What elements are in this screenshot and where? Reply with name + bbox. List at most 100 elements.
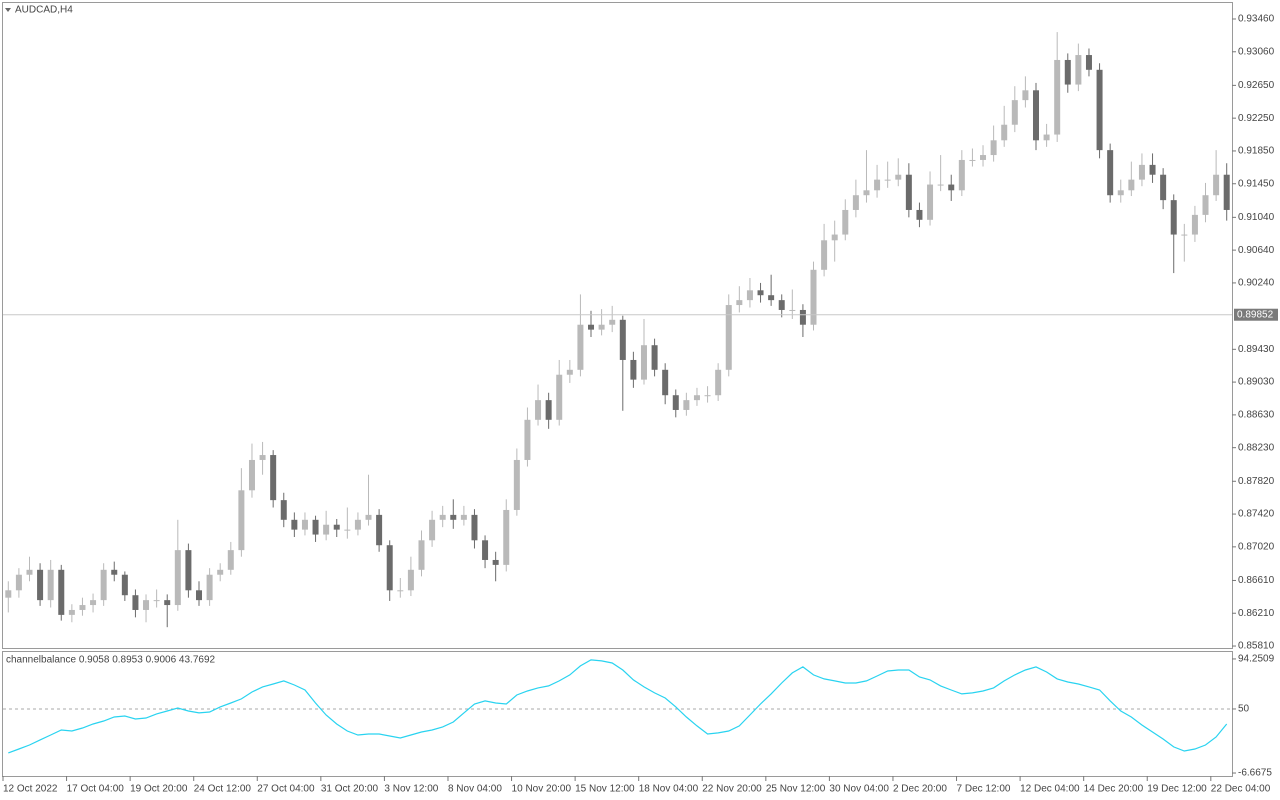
candle-body [831, 234, 838, 241]
candle-body [1223, 174, 1230, 210]
candle-body [598, 324, 605, 330]
candle-body [301, 519, 308, 530]
indicator-line [8, 659, 1228, 754]
x-tick-label: 22 Nov 20:00 [702, 784, 762, 795]
candle-body [693, 395, 700, 401]
candle-body [397, 590, 404, 592]
candle-body [1075, 55, 1082, 85]
candle-body [26, 569, 33, 575]
candle-body [948, 184, 955, 191]
candle-body [958, 159, 965, 191]
symbol-menu-icon[interactable] [5, 8, 11, 12]
candle-body [100, 569, 107, 601]
candle-body [778, 300, 785, 310]
candle-body [821, 240, 828, 270]
candle-body [609, 319, 616, 325]
candle-body [15, 574, 22, 591]
candle-body [270, 455, 277, 501]
candle-body [37, 569, 44, 601]
candle-body [79, 605, 86, 610]
candle-body [852, 195, 859, 210]
candle-body [492, 559, 499, 565]
y-tick-label: 0.85810 [1238, 641, 1275, 652]
x-tick-label: 18 Nov 04:00 [639, 784, 699, 795]
y-tick-label: 0.88230 [1238, 442, 1275, 453]
candle-body [619, 319, 626, 360]
candle-body [174, 550, 181, 606]
y-tick-label: 0.87820 [1238, 476, 1275, 487]
candle-body [418, 540, 425, 570]
y-tick-label: 0.91450 [1238, 178, 1275, 189]
candle-body [588, 324, 595, 330]
candle-body [1043, 134, 1050, 141]
candle-body [799, 309, 806, 325]
candle-body [736, 300, 743, 306]
candle-body [121, 574, 128, 596]
candle-body [217, 569, 224, 575]
y-tick-label: 0.88630 [1238, 410, 1275, 421]
candle-body [1107, 150, 1114, 196]
candle-body [704, 395, 711, 397]
candle-body [227, 550, 234, 570]
candle-body [280, 500, 287, 520]
candle-body [291, 519, 298, 530]
candle-body [524, 419, 531, 460]
x-tick-label: 3 Nov 12:00 [384, 784, 438, 795]
candle-body [672, 395, 679, 410]
candle-body [746, 290, 753, 301]
candle-body [1001, 124, 1008, 141]
candle-body [895, 174, 902, 180]
candle-body [1096, 69, 1103, 151]
candle-body [259, 455, 266, 460]
candle-body [1085, 55, 1092, 70]
candle-body [323, 524, 330, 535]
y-tick-label: 0.90240 [1238, 278, 1275, 289]
candle-body [143, 600, 150, 610]
y-tick-label: 0.90640 [1238, 245, 1275, 256]
indicator-panel-frame [2, 651, 1233, 777]
candle-body [1181, 234, 1188, 236]
candle-body [715, 369, 722, 396]
y-tick-label: 0.92650 [1238, 80, 1275, 91]
candle-body [386, 545, 393, 591]
y-tick-label: 0.92250 [1238, 113, 1275, 124]
x-tick-label: 10 Nov 20:00 [512, 784, 572, 795]
candle-body [874, 179, 881, 191]
y-tick-label: 0.89030 [1238, 377, 1275, 388]
y-tick-label: 0.89430 [1238, 344, 1275, 355]
candle-body [513, 459, 520, 510]
candle-body [757, 290, 764, 296]
x-tick-label: 12 Dec 04:00 [1020, 784, 1080, 795]
candle-body [344, 529, 351, 531]
candle-body [471, 514, 478, 541]
x-tick-label: 19 Oct 20:00 [130, 784, 188, 795]
candle-body [429, 519, 436, 541]
candle-body [884, 179, 891, 181]
x-tick-label: 12 Oct 2022 [3, 784, 58, 795]
candle-body [407, 569, 414, 591]
x-tick-label: 30 Nov 04:00 [829, 784, 889, 795]
candle-body [810, 269, 817, 325]
candle-body [1032, 90, 1039, 141]
y-tick-label: 0.86210 [1238, 608, 1275, 619]
candle-body [132, 595, 139, 610]
candle-body [683, 400, 690, 410]
x-tick-label: 24 Oct 12:00 [194, 784, 252, 795]
candle-body [1128, 179, 1135, 191]
candle-body [111, 569, 118, 575]
candle-body [503, 509, 510, 565]
x-tick-label: 22 Dec 04:00 [1211, 784, 1271, 795]
candle-body [789, 309, 796, 311]
y-tick-label: -6.6675 [1238, 768, 1272, 779]
candle-body [630, 359, 637, 380]
candle-body [482, 540, 489, 560]
candle-body [47, 569, 54, 601]
candle-body [196, 590, 203, 601]
candle-body [768, 295, 775, 301]
candle-body [927, 184, 934, 220]
main-panel-frame [2, 2, 1233, 649]
candle-body [1170, 200, 1177, 235]
y-tick-label: 0.86610 [1238, 575, 1275, 586]
candle-body [58, 569, 65, 615]
